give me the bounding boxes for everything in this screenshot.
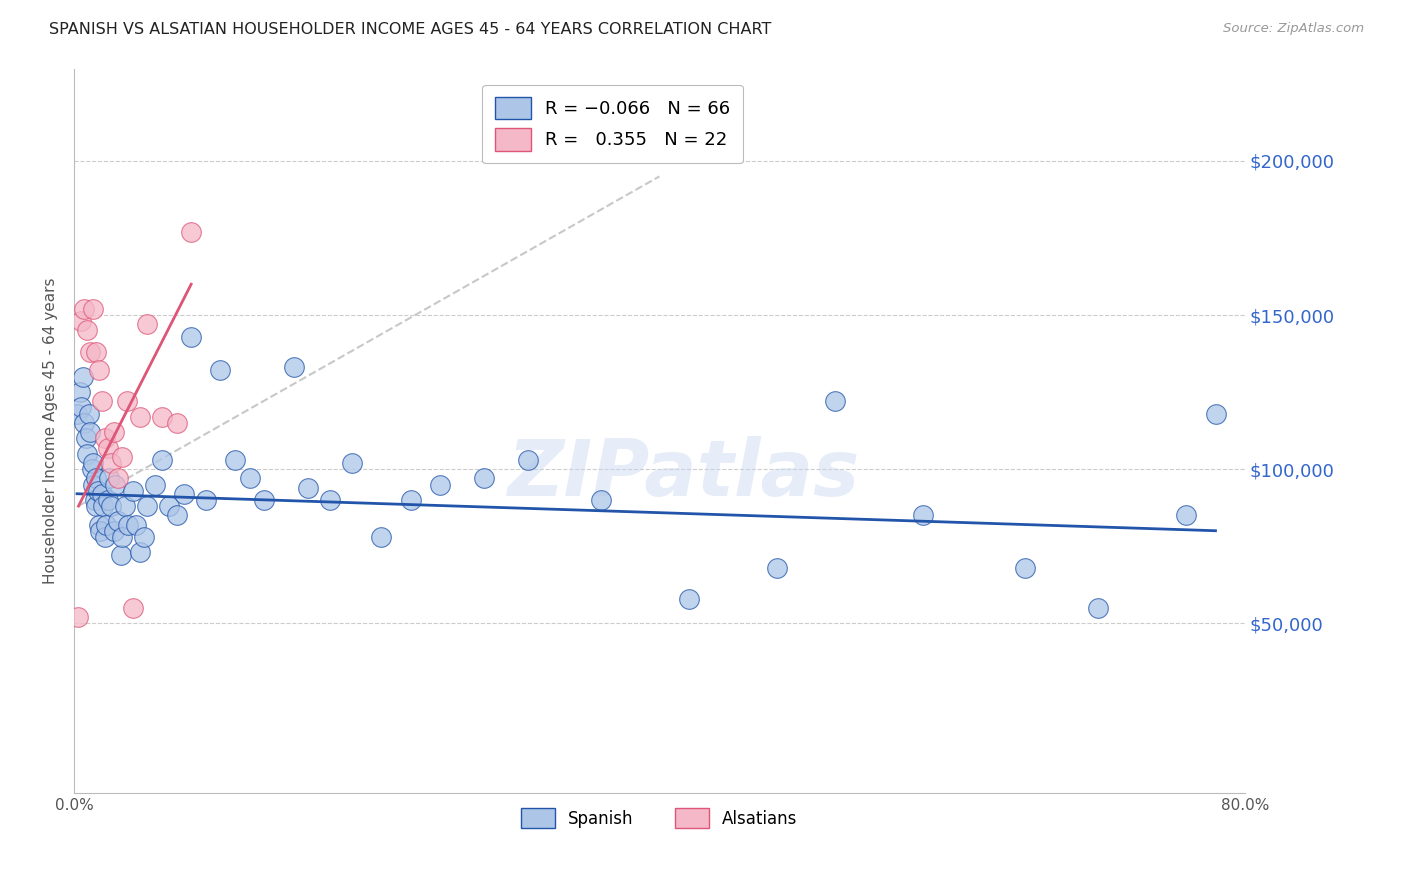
Point xyxy=(117,517,139,532)
Point xyxy=(103,524,125,538)
Point xyxy=(370,530,392,544)
Point xyxy=(75,431,97,445)
Y-axis label: Householder Income Ages 45 - 64 years: Householder Income Ages 45 - 64 years xyxy=(44,277,58,584)
Point xyxy=(79,345,101,359)
Point xyxy=(77,407,100,421)
Point xyxy=(97,441,120,455)
Point xyxy=(89,524,111,538)
Point xyxy=(1087,600,1109,615)
Point xyxy=(76,447,98,461)
Point xyxy=(765,560,787,574)
Point xyxy=(209,363,232,377)
Point xyxy=(84,499,107,513)
Point xyxy=(79,425,101,439)
Point xyxy=(239,471,262,485)
Point xyxy=(150,453,173,467)
Point xyxy=(111,530,134,544)
Point xyxy=(124,517,146,532)
Point xyxy=(150,409,173,424)
Text: Source: ZipAtlas.com: Source: ZipAtlas.com xyxy=(1223,22,1364,36)
Point xyxy=(283,360,305,375)
Point xyxy=(297,481,319,495)
Point xyxy=(115,394,138,409)
Point xyxy=(472,471,495,485)
Point xyxy=(107,471,129,485)
Point xyxy=(166,416,188,430)
Point xyxy=(82,477,104,491)
Point xyxy=(111,450,134,464)
Text: ZIPatlas: ZIPatlas xyxy=(506,436,859,512)
Point xyxy=(429,477,451,491)
Point xyxy=(98,471,121,485)
Point xyxy=(103,425,125,439)
Point xyxy=(224,453,246,467)
Point xyxy=(76,323,98,337)
Point xyxy=(73,416,96,430)
Point xyxy=(1014,560,1036,574)
Point xyxy=(82,301,104,316)
Point xyxy=(97,492,120,507)
Point xyxy=(173,487,195,501)
Point xyxy=(136,499,159,513)
Point xyxy=(70,314,93,328)
Point xyxy=(129,409,152,424)
Point xyxy=(69,385,91,400)
Point xyxy=(87,517,110,532)
Point xyxy=(96,517,118,532)
Point xyxy=(180,225,202,239)
Point xyxy=(824,394,846,409)
Point xyxy=(87,363,110,377)
Point xyxy=(70,401,93,415)
Point xyxy=(66,407,89,421)
Point xyxy=(1205,407,1227,421)
Point xyxy=(121,483,143,498)
Point xyxy=(253,492,276,507)
Point xyxy=(319,492,342,507)
Point xyxy=(166,508,188,523)
Point xyxy=(143,477,166,491)
Point xyxy=(399,492,422,507)
Point xyxy=(107,515,129,529)
Point xyxy=(100,499,122,513)
Point xyxy=(104,477,127,491)
Point xyxy=(83,492,105,507)
Point xyxy=(129,545,152,559)
Point xyxy=(516,453,538,467)
Point xyxy=(72,369,94,384)
Point xyxy=(121,600,143,615)
Point xyxy=(340,456,363,470)
Point xyxy=(73,301,96,316)
Point xyxy=(157,499,180,513)
Point xyxy=(84,345,107,359)
Point xyxy=(94,530,117,544)
Text: SPANISH VS ALSATIAN HOUSEHOLDER INCOME AGES 45 - 64 YEARS CORRELATION CHART: SPANISH VS ALSATIAN HOUSEHOLDER INCOME A… xyxy=(49,22,772,37)
Point xyxy=(110,549,132,563)
Point xyxy=(1175,508,1198,523)
Point xyxy=(100,456,122,470)
Point xyxy=(67,610,90,624)
Point xyxy=(82,456,104,470)
Point xyxy=(134,530,156,544)
Point xyxy=(90,394,112,409)
Point xyxy=(136,318,159,332)
Point xyxy=(678,591,700,606)
Point xyxy=(180,329,202,343)
Point xyxy=(90,487,112,501)
Legend: Spanish, Alsatians: Spanish, Alsatians xyxy=(515,801,804,835)
Point xyxy=(86,483,108,498)
Point xyxy=(94,431,117,445)
Point xyxy=(84,471,107,485)
Point xyxy=(194,492,217,507)
Point xyxy=(589,492,612,507)
Point xyxy=(911,508,934,523)
Point xyxy=(93,499,115,513)
Point xyxy=(114,499,136,513)
Point xyxy=(80,462,103,476)
